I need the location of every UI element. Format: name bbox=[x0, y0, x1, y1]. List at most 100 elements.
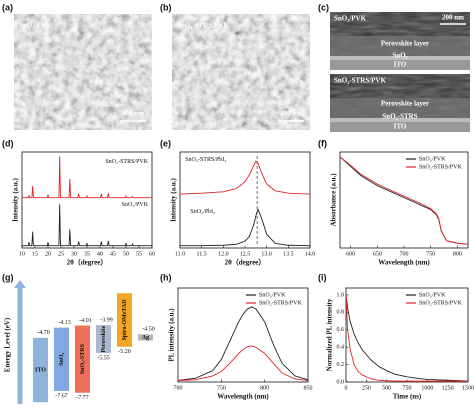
image-title: SnO₂-STRS/PVK bbox=[177, 22, 229, 30]
x-tick-label: 750 bbox=[217, 385, 226, 391]
legend-label: SnO₂-STRS/PVK bbox=[419, 300, 462, 306]
level-name: Perovskite bbox=[101, 325, 107, 352]
series-line bbox=[22, 204, 152, 247]
x-tick-label: 14.0 bbox=[305, 251, 316, 257]
legend-label: SnO₂-STRS/PVK bbox=[259, 300, 302, 306]
panel-label: (c) bbox=[318, 2, 329, 12]
level-value: -5.20 bbox=[118, 349, 131, 355]
series-line bbox=[22, 156, 152, 199]
legend-label: SnO₂/PVK bbox=[419, 156, 446, 162]
x-tick-label: 25 bbox=[58, 251, 64, 257]
panel-label: (g) bbox=[2, 272, 14, 282]
x-tick-label: 13.5 bbox=[283, 251, 294, 257]
x-axis-label: 2θ（degree） bbox=[225, 259, 266, 267]
y-axis-label: Absorbance (a.u.) bbox=[330, 173, 338, 227]
series-line bbox=[177, 345, 309, 381]
x-tick-label: 750 bbox=[403, 385, 412, 391]
y-axis-label: Energy Level (eV) bbox=[4, 317, 12, 372]
level-value: -4.50 bbox=[142, 327, 155, 333]
series-line bbox=[345, 294, 468, 382]
sem-image bbox=[14, 14, 152, 130]
level-name: Spiro-OMeTAD bbox=[122, 299, 128, 341]
layer-label: ITO bbox=[394, 123, 407, 131]
x-tick-label: 1000 bbox=[421, 385, 433, 391]
ito-region bbox=[330, 122, 470, 132]
x-tick-label: 20 bbox=[45, 251, 51, 257]
image-title: SnO₂/PVK bbox=[19, 22, 52, 30]
x-tick-label: 10 bbox=[19, 251, 25, 257]
legend-label: SnO₂/PVK bbox=[259, 292, 286, 298]
x-tick-label: 13.0 bbox=[261, 251, 272, 257]
x-tick-label: 700 bbox=[174, 385, 183, 391]
layer-label: ITO bbox=[394, 61, 407, 69]
x-tick-label: 11.0 bbox=[175, 251, 185, 257]
series-label: SnO₂-STRS/PVK bbox=[105, 159, 148, 165]
energy-level bbox=[96, 325, 111, 354]
series-line bbox=[345, 294, 469, 382]
energy-arrow bbox=[14, 280, 26, 288]
x-axis-label: Time (ns) bbox=[393, 393, 422, 401]
x-tick-label: 1500 bbox=[462, 385, 474, 391]
x-tick-label: 0 bbox=[345, 385, 348, 391]
layer-label: SnO₂-STRS bbox=[382, 113, 417, 121]
panel-label: (a) bbox=[2, 2, 13, 12]
y-tick-label: 0.8 bbox=[337, 310, 345, 316]
series-line bbox=[179, 160, 311, 195]
x-tick-label: 12.5 bbox=[240, 251, 251, 257]
y-axis-label: Intensity (a.u.) bbox=[170, 177, 178, 221]
y-tick-label: 0.0 bbox=[337, 379, 345, 385]
level-name: ITO bbox=[35, 367, 46, 373]
y-axis-label: Intensity (a.u.) bbox=[12, 177, 20, 221]
x-tick-label: 800 bbox=[260, 385, 269, 391]
y-tick-label: 0.4 bbox=[337, 345, 345, 351]
y-tick-label: 1.0 bbox=[337, 292, 345, 298]
x-axis-label: 2θ（degree） bbox=[67, 259, 108, 267]
series-label: SnO₂/PbI₂ bbox=[190, 209, 215, 215]
panel-label: (f) bbox=[318, 138, 327, 148]
image-title: SnO₂/PVK bbox=[334, 15, 367, 23]
level-value: -7.67 bbox=[55, 393, 68, 399]
sem-image bbox=[172, 14, 310, 130]
y-tick-label: 0.6 bbox=[337, 327, 345, 333]
level-value: -4.70 bbox=[37, 330, 50, 336]
level-value: -5.55 bbox=[97, 355, 110, 361]
x-axis-label: Wavelength (nm) bbox=[217, 393, 269, 401]
x-tick-label: 50 bbox=[123, 251, 129, 257]
perovskite-region bbox=[330, 98, 470, 118]
panel-label: (e) bbox=[160, 138, 171, 148]
energy-level bbox=[138, 334, 153, 341]
x-tick-label: 850 bbox=[304, 385, 313, 391]
layer-label: SnO₂ bbox=[392, 52, 407, 60]
energy-level bbox=[33, 337, 48, 403]
level-value: -7.77 bbox=[76, 395, 89, 401]
x-tick-label: 800 bbox=[453, 251, 462, 257]
energy-level bbox=[117, 293, 132, 347]
x-tick-label: 30 bbox=[71, 251, 77, 257]
x-tick-label: 55 bbox=[136, 251, 142, 257]
legend-label: SnO₂-STRS/PVK bbox=[419, 164, 462, 170]
panel-label: (h) bbox=[160, 272, 172, 282]
plot-frame bbox=[179, 151, 311, 249]
x-tick-label: 60 bbox=[149, 251, 155, 257]
level-value: -4.13 bbox=[58, 320, 71, 326]
series-label: SnO₂/PVK bbox=[122, 202, 149, 208]
scale-label: 200 nm bbox=[442, 14, 464, 22]
x-tick-label: 600 bbox=[346, 251, 355, 257]
x-tick-label: 12.0 bbox=[218, 251, 229, 257]
panel-label: (i) bbox=[318, 272, 327, 282]
x-tick-label: 250 bbox=[362, 385, 371, 391]
plot-frame bbox=[21, 151, 153, 249]
x-tick-label: 45 bbox=[110, 251, 116, 257]
x-tick-label: 750 bbox=[426, 251, 435, 257]
layer-label: Perovskite layer bbox=[381, 40, 429, 48]
scale-label: 400 nm bbox=[280, 110, 302, 118]
x-tick-label: 650 bbox=[373, 251, 382, 257]
etl-region bbox=[330, 56, 470, 60]
x-tick-label: 1250 bbox=[442, 385, 454, 391]
level-value: -3.99 bbox=[100, 318, 113, 324]
panel-label: (b) bbox=[160, 2, 172, 12]
energy-level bbox=[54, 327, 69, 391]
x-tick-label: 700 bbox=[400, 251, 409, 257]
energy-level bbox=[75, 325, 90, 393]
